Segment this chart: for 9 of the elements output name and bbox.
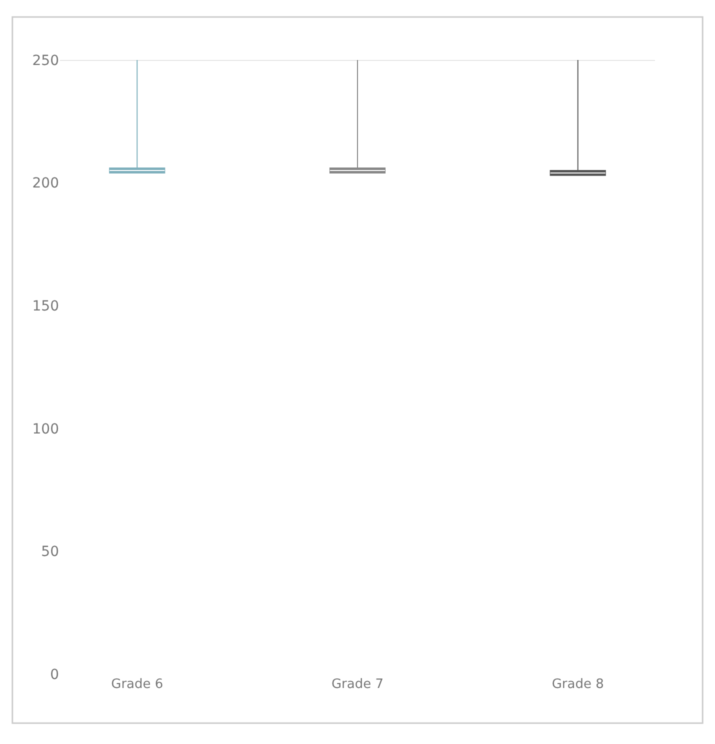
y-tick-label: 250 — [32, 52, 59, 69]
y-tick-label: 50 — [41, 544, 59, 560]
x-tick-label: Grade 7 — [331, 677, 384, 692]
y-tick-label: 150 — [32, 298, 59, 314]
y-tick-label: 100 — [32, 421, 59, 438]
y-tick-label: 0 — [50, 666, 59, 683]
x-tick-label: Grade 6 — [111, 677, 164, 692]
y-tick-label: 200 — [32, 176, 59, 192]
x-tick-label: Grade 8 — [552, 677, 604, 692]
